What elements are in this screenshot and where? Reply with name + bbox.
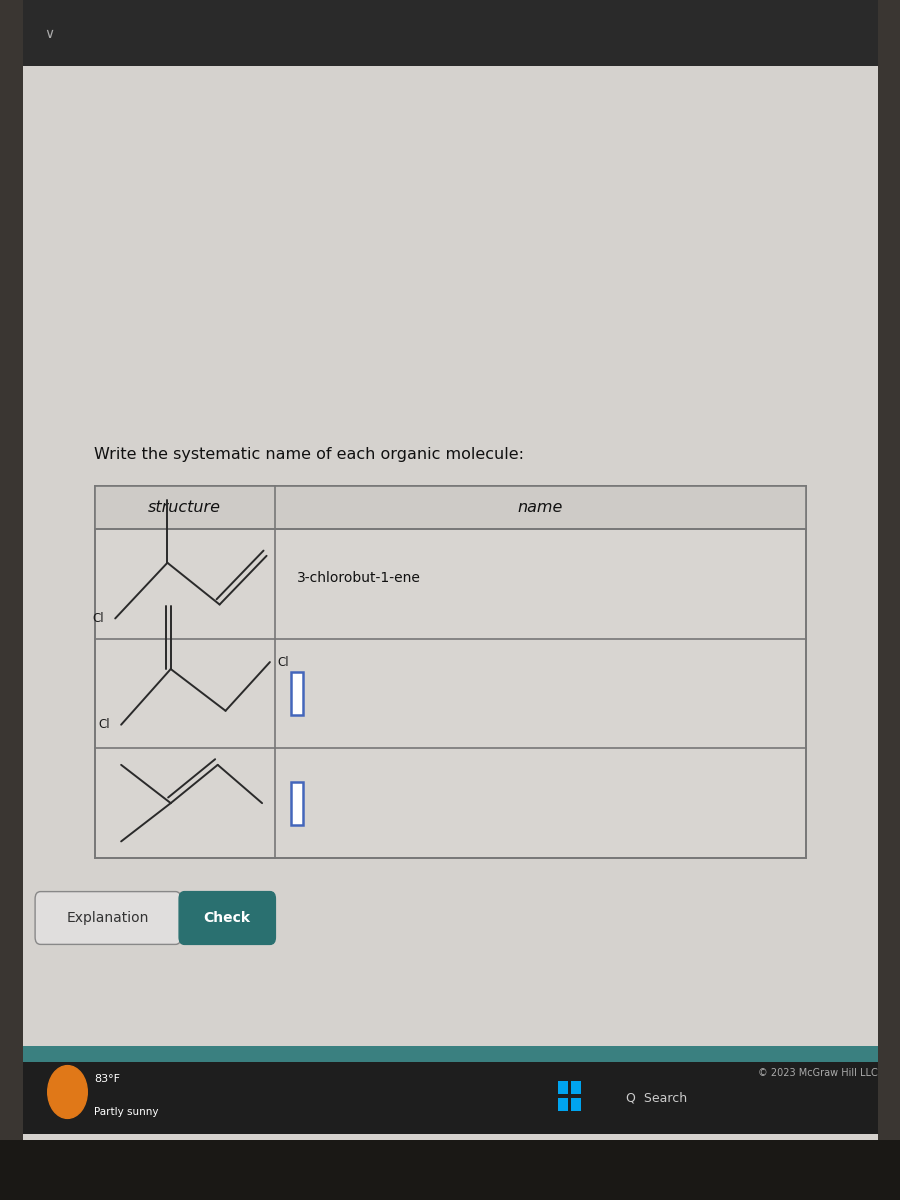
FancyBboxPatch shape <box>571 1098 580 1111</box>
FancyBboxPatch shape <box>35 892 181 944</box>
FancyBboxPatch shape <box>0 0 22 1200</box>
Text: name: name <box>518 500 562 515</box>
FancyBboxPatch shape <box>291 781 303 824</box>
FancyBboxPatch shape <box>94 486 806 529</box>
FancyBboxPatch shape <box>0 1140 900 1200</box>
Text: Cl: Cl <box>98 719 110 731</box>
Text: 83°F: 83°F <box>94 1074 121 1084</box>
FancyBboxPatch shape <box>558 1081 568 1094</box>
Text: © 2023 McGraw Hill LLC: © 2023 McGraw Hill LLC <box>758 1068 878 1078</box>
FancyBboxPatch shape <box>22 1062 878 1134</box>
FancyBboxPatch shape <box>94 486 806 858</box>
FancyBboxPatch shape <box>571 1081 580 1094</box>
Text: structure: structure <box>148 500 221 515</box>
Text: ∨: ∨ <box>44 26 55 41</box>
FancyBboxPatch shape <box>558 1098 568 1111</box>
FancyBboxPatch shape <box>291 672 303 715</box>
Text: 3-chlorobut-1-ene: 3-chlorobut-1-ene <box>297 571 421 584</box>
Text: Q  Search: Q Search <box>626 1092 687 1104</box>
Text: Write the systematic name of each organic molecule:: Write the systematic name of each organi… <box>94 446 525 462</box>
Text: Partly sunny: Partly sunny <box>94 1108 159 1117</box>
Text: Explanation: Explanation <box>67 911 149 925</box>
FancyBboxPatch shape <box>22 0 878 66</box>
FancyBboxPatch shape <box>179 892 275 944</box>
FancyBboxPatch shape <box>22 1046 878 1062</box>
Text: Cl: Cl <box>92 612 104 625</box>
FancyBboxPatch shape <box>22 0 878 1140</box>
Text: Cl: Cl <box>278 655 290 668</box>
Circle shape <box>48 1066 87 1118</box>
Text: Check: Check <box>203 911 251 925</box>
FancyBboxPatch shape <box>878 0 900 1200</box>
Ellipse shape <box>248 564 652 828</box>
